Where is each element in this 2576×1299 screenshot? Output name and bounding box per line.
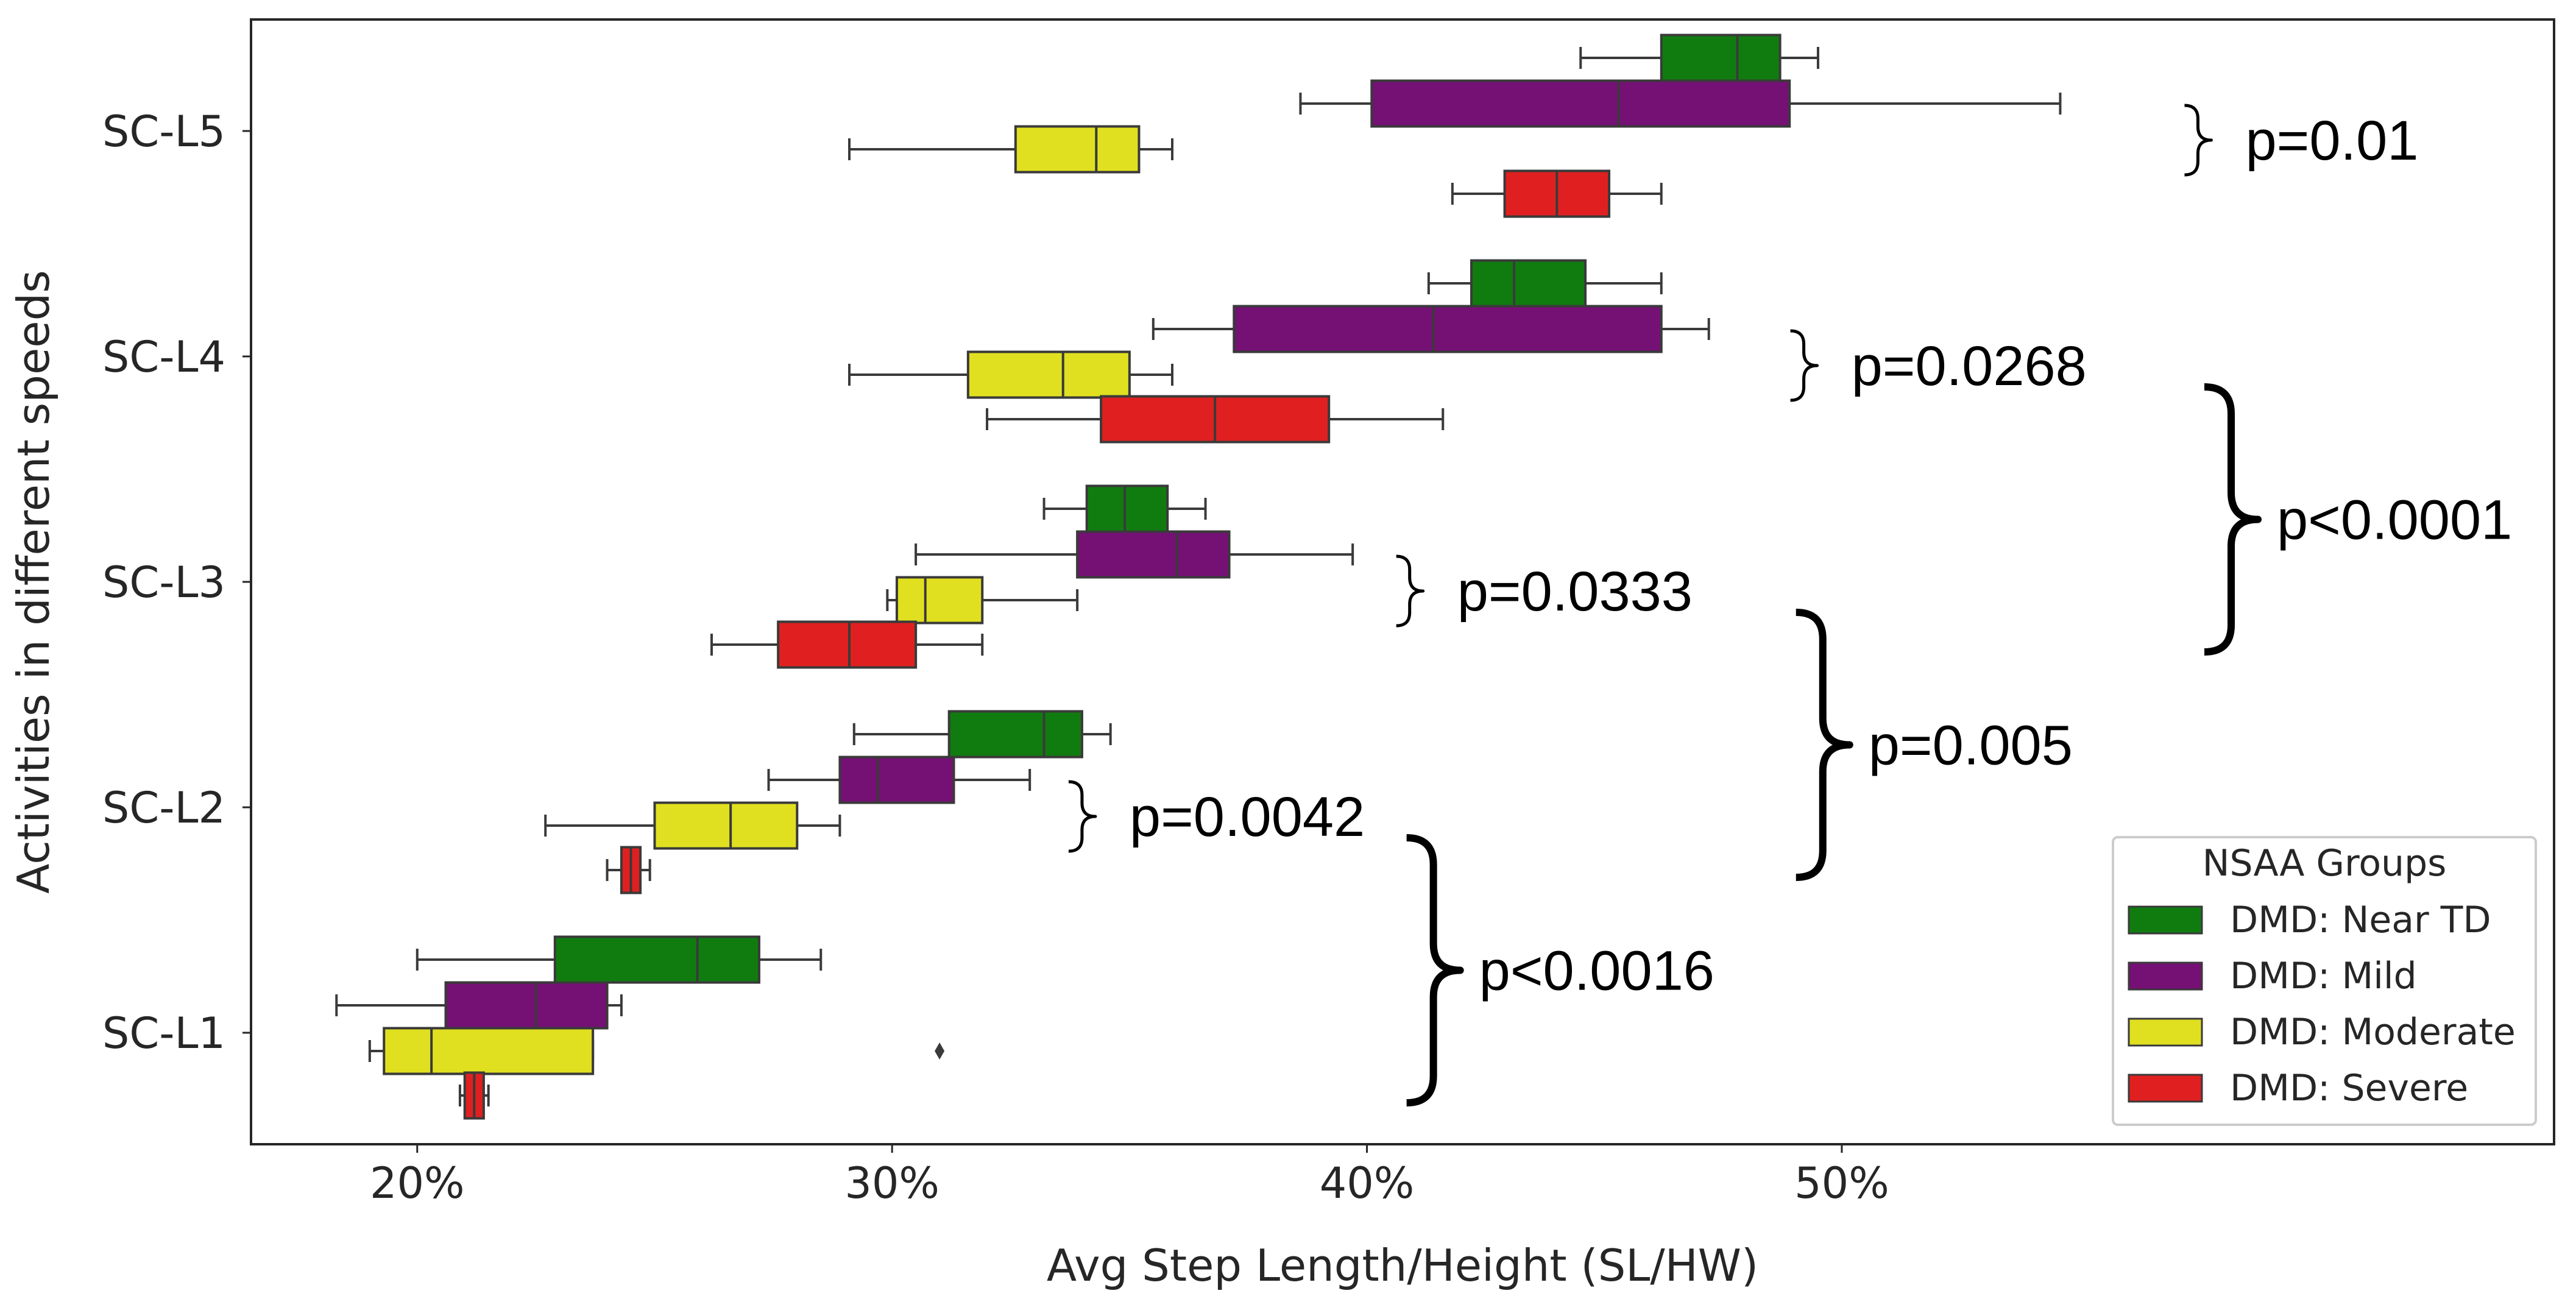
box-dmd-moderate-sc-l5 xyxy=(848,125,1173,174)
significance-bracket xyxy=(2184,104,2213,177)
y-tick-label: SC-L3 xyxy=(102,557,225,607)
box-iqr xyxy=(1370,79,1791,128)
box-dmd-severe-sc-l1 xyxy=(458,1071,490,1120)
annotations-layer: p=0.01 p=0.0268 p=0.0333 p=0.0042 p<0.0016 p=… xyxy=(1068,104,2512,1106)
significance-annotation: p=0.0333 xyxy=(1396,554,1693,628)
box-dmd-near-td-sc-l1 xyxy=(416,935,823,984)
p-value-label: p=0.005 xyxy=(1869,715,2073,777)
y-tick-label: SC-L5 xyxy=(102,107,225,157)
legend-entry-dmd-near-td: DMD: Near TD xyxy=(2128,899,2491,941)
p-value-label: p<0.0001 xyxy=(2277,489,2512,551)
box-iqr xyxy=(444,981,609,1030)
box-dmd-severe-sc-l2 xyxy=(606,846,651,894)
legend-swatch xyxy=(2128,1018,2203,1047)
box-dmd-moderate-sc-l1 xyxy=(368,1027,945,1075)
box-dmd-moderate-sc-l3 xyxy=(886,576,1079,625)
box-dmd-moderate-sc-l2 xyxy=(544,801,841,850)
box-iqr xyxy=(383,1027,595,1075)
p-value-label: p=0.0268 xyxy=(1852,335,2087,397)
legend-label: DMD: Mild xyxy=(2230,955,2417,997)
legend-entry-dmd-mild: DMD: Mild xyxy=(2128,955,2417,997)
box-iqr xyxy=(777,620,918,669)
legend-entry-dmd-moderate: DMD: Moderate xyxy=(2128,1011,2516,1053)
box-dmd-near-td-sc-l3 xyxy=(1042,484,1207,533)
p-value-label: p<0.0016 xyxy=(1479,940,1714,1002)
box-iqr xyxy=(966,350,1131,399)
box-iqr xyxy=(895,576,984,625)
box-iqr xyxy=(947,710,1083,759)
y-axis-ticks: SC-L5 SC-L4 SC-L3 SC-L2 SC-L1 xyxy=(102,107,251,1058)
box-iqr xyxy=(1470,259,1587,308)
box-dmd-mild-sc-l1 xyxy=(335,981,623,1030)
significance-annotation: p=0.0268 xyxy=(1790,329,2087,402)
significance-annotation: p=0.01 xyxy=(2184,104,2418,177)
box-iqr xyxy=(1085,484,1169,533)
boxes-layer xyxy=(335,34,2062,1120)
significance-bracket xyxy=(1068,780,1097,853)
legend-swatch xyxy=(2128,1074,2203,1103)
box-iqr xyxy=(1660,34,1782,82)
box-dmd-mild-sc-l2 xyxy=(767,756,1031,804)
legend-label: DMD: Severe xyxy=(2230,1067,2468,1110)
significance-annotation: p<0.0016 xyxy=(1406,834,1714,1106)
box-iqr xyxy=(1233,305,1663,353)
box-dmd-mild-sc-l5 xyxy=(1299,79,2062,128)
significance-bracket xyxy=(2204,383,2262,656)
significance-bracket xyxy=(1796,609,1853,881)
legend-entries: DMD: Near TD DMD: Mild DMD: Moderate DMD: S… xyxy=(2128,899,2516,1110)
significance-annotation: p=0.005 xyxy=(1796,609,2073,881)
legend-title: NSAA Groups xyxy=(2203,842,2447,885)
y-tick-label: SC-L2 xyxy=(102,783,225,833)
box-dmd-mild-sc-l3 xyxy=(915,530,1354,579)
p-value-label: p=0.01 xyxy=(2245,110,2418,172)
box-dmd-near-td-sc-l2 xyxy=(852,710,1112,759)
box-iqr xyxy=(838,756,955,804)
x-tick-label: 20% xyxy=(370,1158,465,1208)
significance-annotation: p<0.0001 xyxy=(2204,383,2512,656)
significance-bracket xyxy=(1406,834,1464,1106)
p-value-label: p=0.0042 xyxy=(1130,786,1365,848)
y-tick-label: SC-L1 xyxy=(102,1008,225,1058)
legend-swatch xyxy=(2128,905,2203,935)
box-iqr xyxy=(1076,530,1231,579)
box-dmd-severe-sc-l4 xyxy=(986,395,1445,444)
box-iqr xyxy=(553,935,760,984)
box-dmd-moderate-sc-l4 xyxy=(848,350,1173,399)
significance-annotation: p=0.0042 xyxy=(1068,780,1365,853)
legend-entry-dmd-severe: DMD: Severe xyxy=(2128,1067,2468,1110)
box-dmd-mild-sc-l4 xyxy=(1152,305,1710,353)
significance-bracket xyxy=(1396,554,1425,628)
y-axis-label: Activities in different speeds xyxy=(8,270,59,894)
legend-frame xyxy=(2112,836,2537,1126)
legend: NSAA Groups DMD: Near TD DMD: Mild DMD: Mo… xyxy=(2112,836,2537,1126)
x-axis-label: Avg Step Length/Height (SL/HW) xyxy=(1047,1240,1758,1291)
p-value-label: p=0.0333 xyxy=(1457,561,1693,623)
outlier-point xyxy=(935,1042,945,1060)
legend-swatch xyxy=(2128,961,2203,991)
box-dmd-severe-sc-l5 xyxy=(1451,169,1663,218)
legend-label: DMD: Near TD xyxy=(2230,899,2491,941)
x-tick-label: 30% xyxy=(844,1158,939,1208)
box-iqr xyxy=(653,801,799,850)
x-axis-ticks: 20% 30% 40% 50% xyxy=(370,1144,1889,1208)
significance-bracket xyxy=(1790,329,1819,402)
x-tick-label: 40% xyxy=(1320,1158,1415,1208)
legend-label: DMD: Moderate xyxy=(2230,1011,2516,1053)
box-dmd-severe-sc-l3 xyxy=(710,620,984,669)
x-tick-label: 50% xyxy=(1794,1158,1889,1208)
y-tick-label: SC-L4 xyxy=(102,332,225,382)
box-iqr xyxy=(1014,125,1141,174)
